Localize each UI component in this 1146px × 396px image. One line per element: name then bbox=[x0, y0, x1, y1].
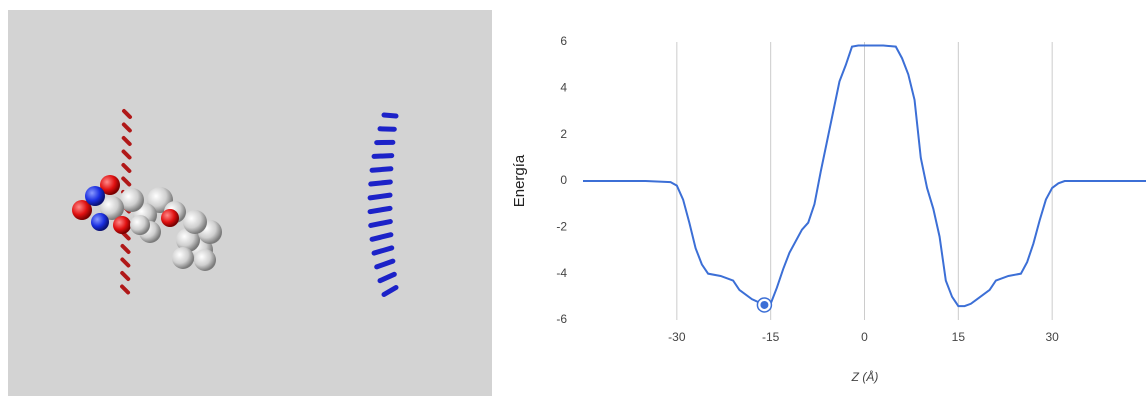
atom bbox=[113, 216, 131, 234]
membrane-marker bbox=[368, 179, 393, 187]
membrane-marker bbox=[120, 284, 131, 295]
membrane-marker bbox=[369, 166, 394, 173]
x-tick-label: -15 bbox=[762, 330, 780, 344]
membrane-marker bbox=[122, 109, 132, 119]
membrane-marker bbox=[367, 192, 393, 201]
y-tick-label: 6 bbox=[560, 34, 567, 48]
membrane-marker bbox=[121, 176, 132, 187]
membrane-marker bbox=[120, 271, 131, 281]
membrane-marker bbox=[377, 271, 397, 284]
membrane-marker bbox=[381, 285, 399, 297]
membrane-marker bbox=[381, 112, 399, 119]
atom bbox=[194, 249, 216, 271]
atom bbox=[120, 188, 144, 212]
y-tick-label: -4 bbox=[556, 266, 567, 280]
x-tick-label: 0 bbox=[861, 330, 868, 344]
membrane-marker bbox=[121, 136, 132, 146]
membrane-marker bbox=[121, 149, 132, 160]
atom bbox=[183, 210, 207, 234]
membrane-marker bbox=[371, 245, 395, 256]
y-tick-label: 0 bbox=[560, 173, 567, 187]
chart: Energía Z (Å) -30 -15 0 15 30 -6 -4 -2 0 2 4 6 bbox=[511, 34, 1146, 384]
membrane-marker bbox=[371, 153, 395, 159]
atom bbox=[176, 228, 200, 252]
atom bbox=[85, 186, 105, 206]
x-axis-title: Z (Å) bbox=[851, 369, 879, 384]
membrane-marker bbox=[120, 244, 131, 254]
y-axis-title: Energía bbox=[511, 154, 528, 207]
atom bbox=[130, 215, 150, 235]
atom bbox=[72, 200, 92, 220]
x-tick-label: -30 bbox=[668, 330, 686, 344]
membrane-marker bbox=[367, 205, 393, 215]
molecule-viewer bbox=[72, 109, 399, 297]
y-tick-label: -2 bbox=[556, 220, 567, 234]
y-tick-label: 2 bbox=[560, 127, 567, 141]
data-line bbox=[583, 44, 1146, 308]
membrane-marker bbox=[121, 122, 132, 133]
atom bbox=[172, 247, 194, 269]
atom bbox=[91, 213, 109, 231]
membrane-marker bbox=[374, 258, 396, 270]
atom bbox=[161, 209, 179, 227]
membrane-marker bbox=[121, 163, 132, 173]
atom bbox=[100, 175, 120, 195]
membrane-marker bbox=[120, 257, 131, 268]
y-tick-label: -6 bbox=[556, 312, 567, 326]
highlight-point bbox=[760, 300, 769, 309]
atom bbox=[100, 196, 124, 220]
x-tick-label: 15 bbox=[952, 330, 966, 344]
y-tick-label: 4 bbox=[560, 81, 567, 95]
x-tick-label: 30 bbox=[1045, 330, 1059, 344]
membrane-marker bbox=[368, 219, 393, 228]
membrane-marker bbox=[369, 232, 394, 242]
